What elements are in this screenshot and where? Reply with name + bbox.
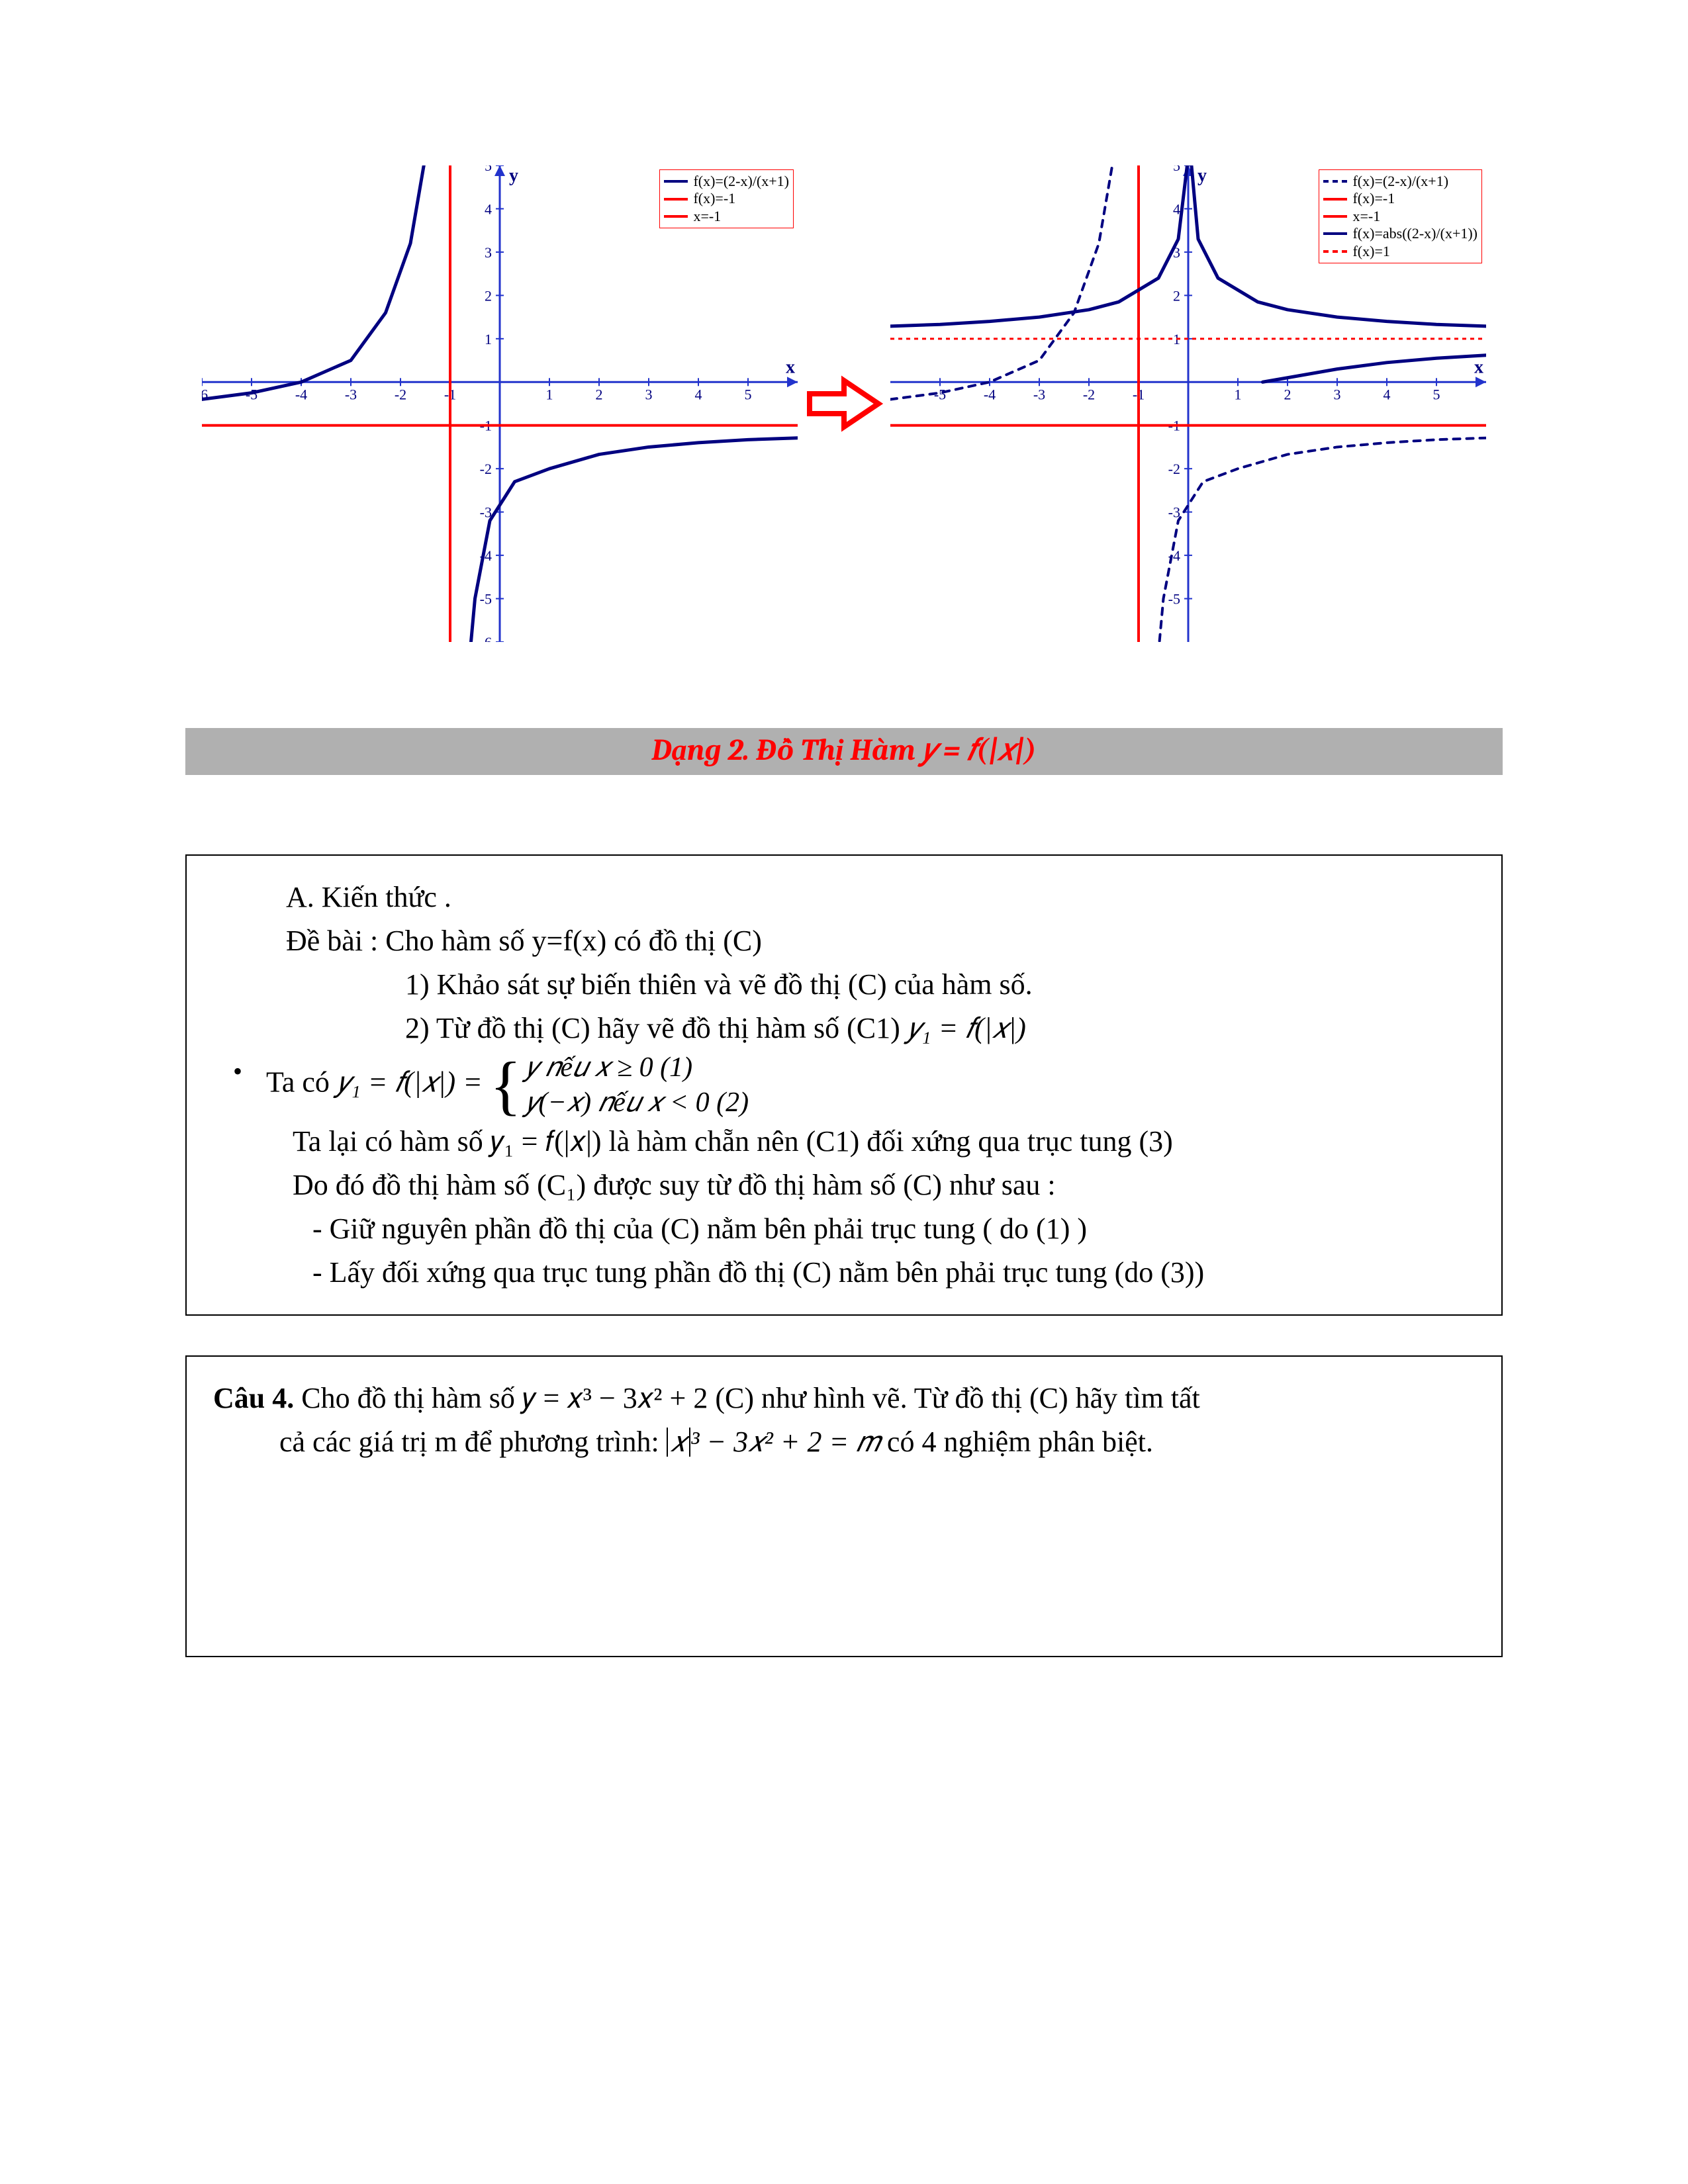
knowledge-item1: 1) Khảo sát sự biến thiên và vẽ đồ thị (… — [405, 963, 1475, 1007]
svg-text:5: 5 — [1433, 386, 1440, 402]
svg-text:2: 2 — [1173, 287, 1180, 304]
svg-text:-5: -5 — [1168, 591, 1180, 608]
abs-x: 𝑥 — [667, 1428, 691, 1457]
question-label: Câu 4. — [213, 1382, 294, 1414]
svg-text:5: 5 — [485, 165, 492, 174]
svg-text:4: 4 — [1173, 201, 1180, 217]
svg-text:-4: -4 — [984, 386, 996, 402]
svg-text:-2: -2 — [1083, 386, 1095, 402]
knowledge-even: Ta lại có hàm số 𝑦₁ = 𝑓(|𝑥|) là hàm chẵn… — [293, 1120, 1475, 1163]
question-blank-space — [213, 1464, 1475, 1636]
taco-prefix: Ta có — [266, 1066, 337, 1099]
svg-text:4: 4 — [1383, 386, 1391, 402]
svg-text:-3: -3 — [345, 386, 357, 402]
knowledge-intro: Đề bài : Cho hàm số y=f(x) có đồ thị (C) — [286, 919, 1475, 963]
question-text2-prefix: cả các giá trị m để phương trình: — [279, 1426, 667, 1458]
svg-text:2: 2 — [1284, 386, 1291, 402]
svg-text:1: 1 — [1235, 386, 1242, 402]
svg-text:-2: -2 — [480, 461, 492, 477]
svg-text:1: 1 — [485, 331, 492, 347]
knowledge-thus: Do đó đồ thị hàm số (C₁) được suy từ đồ … — [293, 1163, 1475, 1207]
knowledge-item2-prefix: 2) Từ đồ thị (C) hãy vẽ đồ thị hàm số (C… — [405, 1012, 908, 1044]
svg-text:2: 2 — [485, 287, 492, 304]
svg-text:-3: -3 — [1033, 386, 1045, 402]
knowledge-box: A. Kiến thức . Đề bài : Cho hàm số y=f(x… — [185, 854, 1503, 1316]
svg-text:-2: -2 — [1168, 461, 1180, 477]
page: -6-5-4-3-2-112345-6-5-4-3-2-112345xy f(x… — [0, 0, 1688, 2184]
bullet-icon: • — [233, 1050, 242, 1093]
arrow-wrap — [804, 374, 884, 433]
svg-text:3: 3 — [1334, 386, 1341, 402]
question-text1: Cho đồ thị hàm số 𝑦 = 𝑥³ − 3𝑥² + 2 (C) n… — [294, 1382, 1200, 1414]
case2: 𝑦(−𝑥) 𝑛ế𝑢 𝑥 < 0 (2) — [526, 1085, 749, 1120]
svg-text:x: x — [786, 357, 795, 377]
knowledge-item2: 2) Từ đồ thị (C) hãy vẽ đồ thị hàm số (C… — [405, 1007, 1475, 1050]
svg-text:y: y — [1197, 165, 1207, 186]
svg-text:5: 5 — [1173, 165, 1180, 174]
svg-text:-5: -5 — [480, 591, 492, 608]
svg-text:-2: -2 — [395, 386, 406, 402]
knowledge-step1: - Giữ nguyên phần đồ thị của (C) nằm bên… — [312, 1207, 1475, 1251]
section-bar: Dạng 2. Đồ Thị Hàm 𝑦 = 𝑓(|𝑥|) — [185, 728, 1503, 775]
chart-right-legend: f(x)=(2-x)/(x+1)f(x)=-1x=-1f(x)=abs((2-x… — [1319, 169, 1482, 263]
svg-text:-4: -4 — [295, 386, 307, 402]
section-title: Dạng 2. Đồ Thị Hàm 𝑦 = 𝑓(|𝑥|) — [651, 733, 1036, 768]
svg-text:4: 4 — [695, 386, 702, 402]
knowledge-heading: A. Kiến thức . — [286, 876, 1475, 919]
question-eq-right: ³ − 3𝑥² + 2 = 𝑚 — [690, 1426, 880, 1458]
knowledge-item2-formula: 𝑦₁ = 𝑓(|𝑥|) — [908, 1012, 1026, 1044]
svg-text:5: 5 — [745, 386, 752, 402]
chart-left-legend: f(x)=(2-x)/(x+1)f(x)=-1x=-1 — [659, 169, 794, 228]
taco-lhs: 𝑦₁ = 𝑓(|𝑥|) = — [337, 1066, 490, 1099]
case1: 𝑦 𝑛ế𝑢 𝑥 ≥ 0 (1) — [526, 1050, 749, 1085]
question-line1: Câu 4. Cho đồ thị hàm số 𝑦 = 𝑥³ − 3𝑥² + … — [213, 1377, 1475, 1420]
svg-text:-6: -6 — [480, 634, 492, 642]
chart-right-wrap: -5-4-3-2-112345-5-4-3-2-112345xy f(x)=(2… — [890, 165, 1486, 642]
cases-brace: { 𝑦 𝑛ế𝑢 𝑥 ≥ 0 (1)𝑦(−𝑥) 𝑛ế𝑢 𝑥 < 0 (2) — [490, 1050, 749, 1120]
question-text2-suffix: có 4 nghiệm phân biệt. — [880, 1426, 1153, 1458]
arrow-icon — [804, 374, 884, 433]
question-box: Câu 4. Cho đồ thị hàm số 𝑦 = 𝑥³ − 3𝑥² + … — [185, 1355, 1503, 1657]
svg-text:x: x — [1474, 357, 1483, 377]
svg-text:3: 3 — [645, 386, 653, 402]
svg-text:3: 3 — [485, 244, 492, 261]
chart-left-wrap: -6-5-4-3-2-112345-6-5-4-3-2-112345xy f(x… — [202, 165, 798, 642]
charts-row: -6-5-4-3-2-112345-6-5-4-3-2-112345xy f(x… — [185, 165, 1503, 642]
svg-text:y: y — [509, 165, 518, 186]
chart-left: -6-5-4-3-2-112345-6-5-4-3-2-112345xy — [202, 165, 798, 642]
knowledge-taco-row: • Ta có 𝑦₁ = 𝑓(|𝑥|) = { 𝑦 𝑛ế𝑢 𝑥 ≥ 0 (1)𝑦… — [233, 1050, 1475, 1120]
knowledge-taco: Ta có 𝑦₁ = 𝑓(|𝑥|) = { 𝑦 𝑛ế𝑢 𝑥 ≥ 0 (1)𝑦(−… — [266, 1050, 749, 1120]
svg-text:2: 2 — [596, 386, 603, 402]
question-line2: cả các giá trị m để phương trình: 𝑥³ − 3… — [279, 1420, 1475, 1464]
svg-text:4: 4 — [485, 201, 492, 217]
svg-text:1: 1 — [546, 386, 553, 402]
knowledge-step2: - Lấy đối xứng qua trục tung phần đồ thị… — [312, 1251, 1475, 1295]
